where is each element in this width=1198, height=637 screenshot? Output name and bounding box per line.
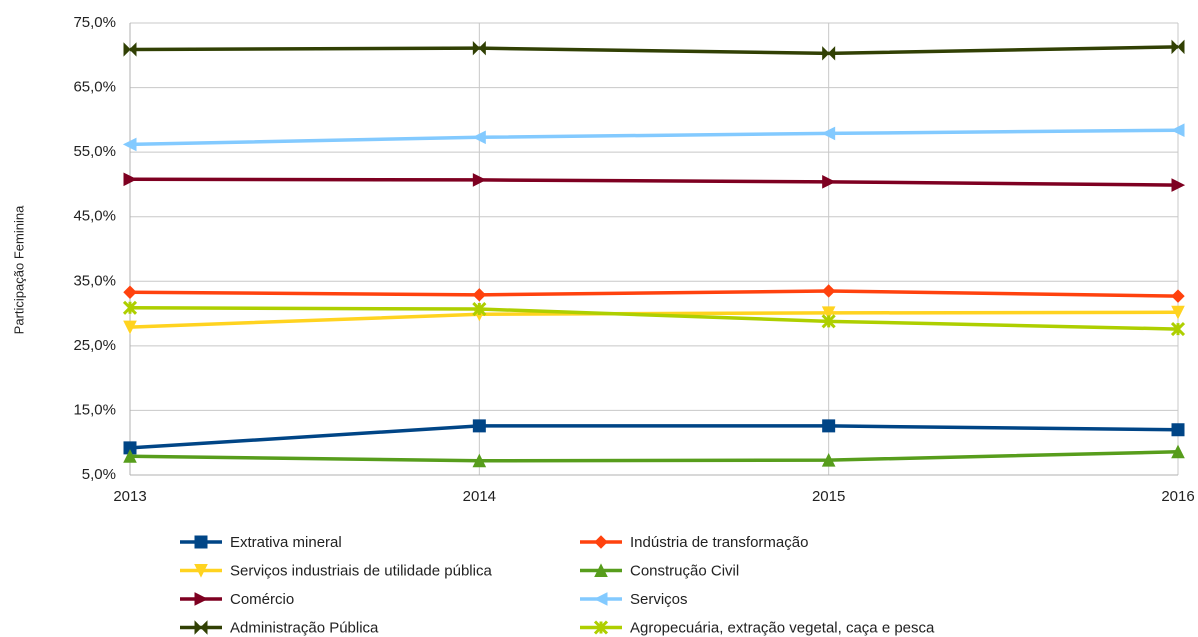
marker <box>472 288 487 302</box>
legend-label: Serviços industriais de utilidade públic… <box>230 562 492 579</box>
y-tick-label: 5,0% <box>82 466 116 483</box>
marker <box>472 453 487 468</box>
series-line <box>129 128 1179 147</box>
marker <box>194 620 208 635</box>
legend-label: Indústria de transformação <box>630 534 808 551</box>
y-tick-label: 75,0% <box>73 14 116 31</box>
y-tick-label: 55,0% <box>73 143 116 160</box>
marker <box>122 300 138 315</box>
y-tick-label: 15,0% <box>73 401 116 418</box>
x-tick-label: 2016 <box>1161 488 1194 505</box>
series-line <box>129 289 1179 298</box>
marker <box>821 314 836 329</box>
y-tick-label: 45,0% <box>73 208 116 225</box>
legend-label: Construção Civil <box>630 562 739 579</box>
series-line <box>129 177 1179 187</box>
marker <box>594 535 608 549</box>
marker <box>123 285 137 299</box>
marker <box>1171 305 1185 320</box>
marker <box>821 453 836 467</box>
legend-label: Comércio <box>230 591 294 608</box>
y-axis-label: Participação Feminina <box>11 205 26 334</box>
marker <box>194 535 208 549</box>
marker <box>472 130 486 145</box>
x-tick-label: 2013 <box>113 488 146 505</box>
series-line <box>129 424 1179 450</box>
marker <box>821 126 836 141</box>
marker <box>122 137 137 152</box>
marker <box>593 620 609 635</box>
legend-label: Agropecuária, extração vegetal, caça e p… <box>630 619 935 636</box>
marker <box>123 42 137 57</box>
marker <box>472 419 486 433</box>
marker <box>821 284 836 298</box>
marker <box>123 441 137 455</box>
marker <box>194 592 209 606</box>
marker <box>1170 123 1185 137</box>
marker <box>123 172 138 187</box>
y-tick-label: 35,0% <box>73 272 116 289</box>
marker <box>1171 178 1186 192</box>
marker <box>1171 423 1185 437</box>
marker <box>194 564 208 578</box>
marker <box>1171 289 1185 303</box>
marker <box>472 40 486 56</box>
marker <box>1171 39 1185 55</box>
marker <box>821 306 836 321</box>
marker <box>1171 444 1185 459</box>
legend-label: Administração Pública <box>230 619 379 636</box>
marker <box>594 563 608 577</box>
x-tick-label: 2015 <box>812 488 845 505</box>
marker <box>822 46 836 61</box>
legend-label: Serviços <box>630 591 688 608</box>
legend-label: Extrativa mineral <box>230 534 342 551</box>
marker <box>472 301 487 317</box>
marker <box>123 320 137 335</box>
marker <box>822 175 836 189</box>
marker <box>123 449 137 463</box>
marker <box>472 173 487 187</box>
series-line <box>129 45 1179 56</box>
marker <box>593 592 608 606</box>
y-tick-label: 65,0% <box>73 79 116 96</box>
series-line <box>129 306 1179 331</box>
x-tick-label: 2014 <box>463 488 496 505</box>
series-line <box>129 450 1179 463</box>
marker <box>1170 322 1186 337</box>
y-tick-label: 25,0% <box>73 337 116 354</box>
marker <box>822 419 836 433</box>
